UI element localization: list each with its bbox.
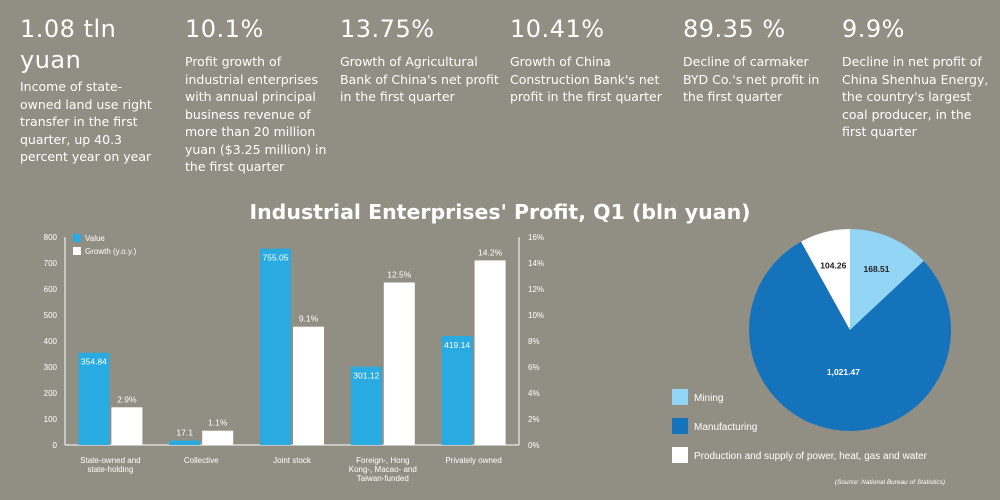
category-label: State-owned and <box>80 456 141 465</box>
pie-slice-mining <box>850 229 924 330</box>
left-tick-label: 500 <box>44 311 58 320</box>
right-tick-label: 12% <box>528 285 544 294</box>
left-tick-label: 100 <box>44 415 58 424</box>
category-label: Privately owned <box>445 456 501 465</box>
legend-label-growth: Growth (y.o.y.) <box>85 247 137 256</box>
pie-legend-swatch <box>672 447 688 463</box>
growth-bar <box>202 430 234 445</box>
right-tick-label: 6% <box>528 363 540 372</box>
pie-legend-swatch <box>672 389 688 405</box>
legend-swatch-growth <box>73 247 81 255</box>
growth-bar <box>474 260 506 445</box>
source-note: (Source: National Bureau of Statistics) <box>835 479 945 486</box>
chart-title: Industrial Enterprises' Profit, Q1 (bln … <box>249 200 751 224</box>
pie-slice-manufacturing <box>749 241 952 431</box>
growth-bar <box>293 326 324 445</box>
category-label: Collective <box>184 456 219 465</box>
left-tick-label: 700 <box>44 259 58 268</box>
pie-legend-label: Manufacturing <box>694 422 757 433</box>
stat-abc-profit: 13.75% Growth of Agricultural Bank of Ch… <box>340 14 500 106</box>
growth-data-label: 12.5% <box>387 270 412 280</box>
category-label: Taiwan-funded <box>357 474 409 483</box>
stat-value: 89.35 % <box>683 15 786 43</box>
stats-row: 1.08 tln yuan Income of state-owned land… <box>0 0 1000 200</box>
stat-shenhua-profit: 9.9% Decline in net profit of China Shen… <box>842 14 992 141</box>
stat-description: Decline in net profit of China Shenhua E… <box>842 54 989 139</box>
stat-byd-profit: 89.35 % Decline of carmaker BYD Co.'s ne… <box>683 14 833 106</box>
stat-description: Decline of carmaker BYD Co.'s net profit… <box>683 54 820 104</box>
pie-slice-production <box>801 229 850 330</box>
pie-slice-label: 168.51 <box>864 264 890 274</box>
value-bar <box>350 366 382 445</box>
growth-data-label: 9.1% <box>299 314 319 324</box>
left-tick-label: 800 <box>44 233 58 242</box>
value-data-label: 301.12 <box>353 371 379 381</box>
stat-value: 13.75% <box>340 15 435 43</box>
left-tick-label: 300 <box>44 363 58 372</box>
right-tick-label: 16% <box>528 233 544 242</box>
pie-legend-label: Mining <box>694 393 723 404</box>
growth-data-label: 2.9% <box>117 394 137 404</box>
stat-value: 9.9% <box>842 15 905 43</box>
growth-data-label: 14.2% <box>478 247 503 257</box>
growth-data-label: 1.1% <box>208 418 228 428</box>
legend-label-value: Value <box>85 234 105 243</box>
value-bar <box>78 352 110 445</box>
value-data-label: 354.84 <box>81 357 107 367</box>
value-data-label: 755.05 <box>263 253 289 263</box>
value-bar <box>260 248 291 445</box>
category-label: Kong-, Macao- and <box>349 465 417 474</box>
category-label: Joint stock <box>273 456 312 465</box>
right-tick-label: 0% <box>528 441 540 450</box>
pie-legend-label: Production and supply of power, heat, ga… <box>694 451 928 462</box>
left-tick-label: 600 <box>44 285 58 294</box>
left-tick-label: 400 <box>44 337 58 346</box>
value-data-label: 419.14 <box>444 340 470 350</box>
pie-legend-swatch <box>672 418 688 434</box>
stat-description: Growth of Agricultural Bank of China's n… <box>340 54 499 104</box>
stat-description: Growth of China Construction Bank's net … <box>510 54 662 104</box>
growth-bar <box>383 282 415 445</box>
stat-value: 1.08 tln yuan <box>20 15 117 74</box>
right-tick-label: 4% <box>528 389 540 398</box>
value-data-label: 17.1 <box>176 428 193 438</box>
left-tick-label: 0 <box>53 441 58 450</box>
value-bar <box>169 440 201 445</box>
stat-description: Profit growth of industrial enterprises … <box>185 54 327 174</box>
stat-industrial-profit: 10.1% Profit growth of industrial enterp… <box>185 14 330 176</box>
stat-value: 10.41% <box>510 15 605 43</box>
legend-swatch-value <box>73 234 81 242</box>
stat-ccb-profit: 10.41% Growth of China Construction Bank… <box>510 14 670 106</box>
stat-land-income: 1.08 tln yuan Income of state-owned land… <box>20 14 162 166</box>
right-tick-label: 8% <box>528 337 540 346</box>
left-tick-label: 200 <box>44 389 58 398</box>
value-bar <box>441 336 473 445</box>
category-label: state-holding <box>87 465 133 474</box>
growth-bar <box>111 407 143 445</box>
right-tick-label: 2% <box>528 415 540 424</box>
pie-slice-label: 1,021.47 <box>827 367 860 377</box>
stat-description: Income of state-owned land use right tra… <box>20 79 152 164</box>
category-label: Foreign-, Hong <box>356 456 409 465</box>
stat-value: 10.1% <box>185 15 264 43</box>
right-tick-label: 14% <box>528 259 544 268</box>
pie-slice-label: 104.26 <box>820 260 846 270</box>
right-tick-label: 10% <box>528 311 544 320</box>
